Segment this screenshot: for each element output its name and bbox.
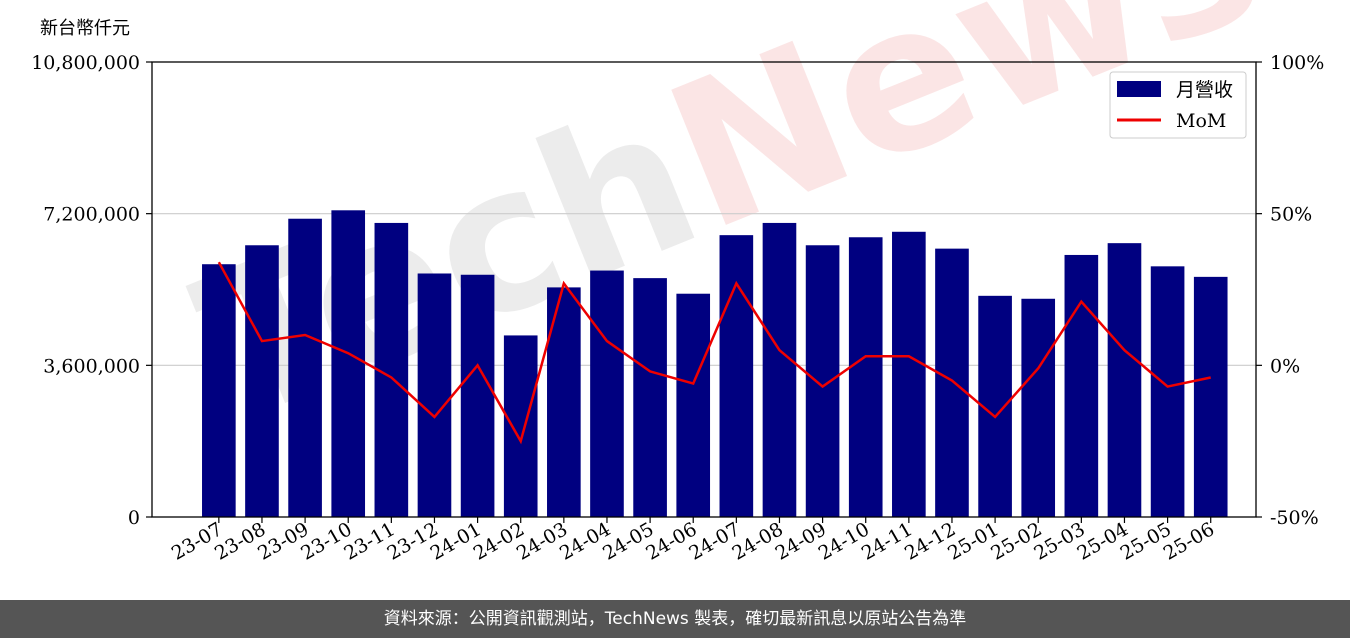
mom-line-layer [217, 261, 1211, 445]
bar [202, 264, 236, 517]
bar [590, 270, 624, 517]
bar [1021, 298, 1056, 517]
bar [1107, 243, 1142, 517]
bar [892, 231, 926, 517]
bar [633, 278, 667, 517]
mom-line [217, 261, 1211, 445]
bar [805, 245, 840, 517]
bar [245, 245, 279, 517]
bar-layer [202, 210, 1228, 517]
revenue-chart: 0 3,600,000 7,200,000 10,800,000 -50% 0% 50% 10… [31, 52, 1324, 565]
y-right-tick-label: 50% [1270, 204, 1312, 226]
bar [1193, 276, 1228, 517]
bar [417, 273, 452, 517]
bar [503, 335, 538, 517]
y-left-tick-label: 3,600,000 [43, 355, 140, 377]
bar [288, 218, 322, 517]
bar [719, 235, 754, 517]
x-tick-label: 25-06 [1160, 518, 1218, 564]
bar [935, 248, 969, 517]
bar [848, 237, 883, 517]
y-axis-unit-label: 新台幣仟元 [40, 18, 130, 39]
bar [1064, 254, 1099, 517]
bar [331, 210, 366, 517]
legend-swatch-bar [1117, 81, 1161, 97]
bar [460, 274, 495, 517]
legend-label-mom: MoM [1176, 110, 1226, 132]
y-right-tick-label: -50% [1270, 507, 1319, 529]
y-right-tick-label: 100% [1270, 52, 1324, 74]
legend: 月營收 MoM [1109, 71, 1247, 139]
plot-frame [151, 61, 1257, 518]
y-left-tick-label: 10,800,000 [31, 52, 140, 74]
axis-layer: 0 3,600,000 7,200,000 10,800,000 -50% 0% 50% 10… [31, 52, 1324, 565]
bar [676, 293, 711, 517]
y-left-tick-label: 0 [128, 507, 140, 529]
y-right-tick-label: 0% [1270, 355, 1300, 377]
y-left-tick-label: 7,200,000 [43, 204, 140, 226]
legend-label-revenue: 月營收 [1176, 79, 1233, 101]
bar [1150, 266, 1185, 517]
bar [762, 222, 797, 517]
source-footer: 資料來源：公開資訊觀測站，TechNews 製表，確切最新訊息以原站公告為準 [0, 600, 1350, 638]
